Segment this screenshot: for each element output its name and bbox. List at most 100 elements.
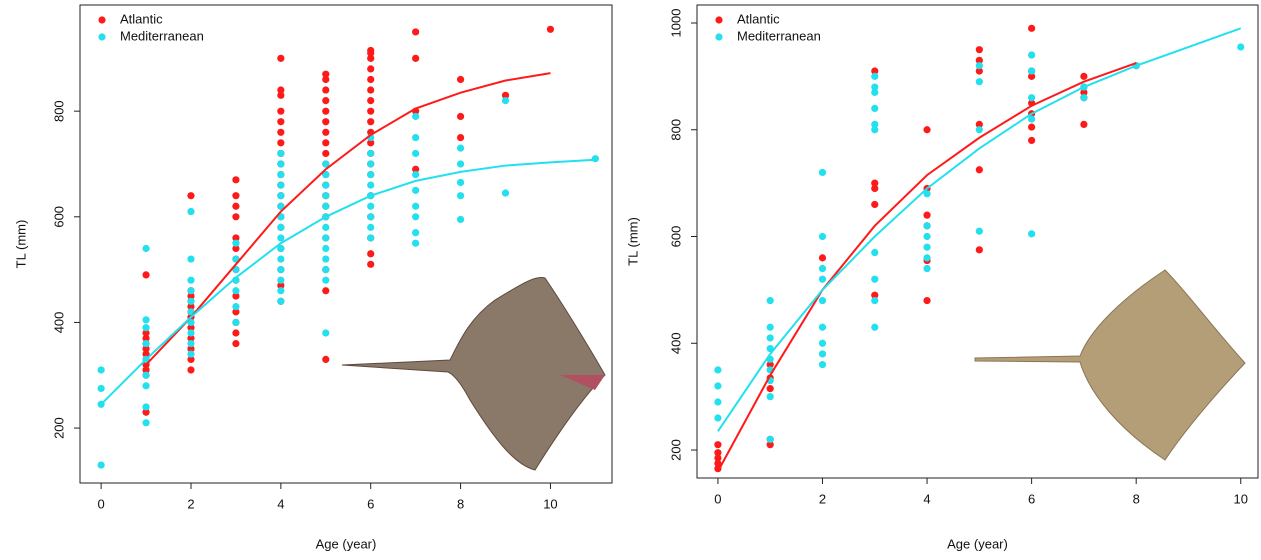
point [232, 329, 239, 336]
point [187, 287, 194, 294]
point [714, 366, 721, 373]
point [322, 266, 329, 273]
point [187, 329, 194, 336]
point [142, 403, 149, 410]
point [98, 385, 105, 392]
y-tick-label: 200 [51, 417, 66, 439]
point [457, 145, 464, 152]
point [976, 46, 983, 53]
point [367, 65, 374, 72]
point [322, 97, 329, 104]
point [819, 169, 826, 176]
point [502, 97, 509, 104]
point [767, 297, 774, 304]
point [367, 118, 374, 125]
ray-right [975, 270, 1245, 460]
x-tick-label: 4 [923, 491, 930, 506]
point [976, 228, 983, 235]
point [277, 287, 284, 294]
point [277, 160, 284, 167]
point [142, 245, 149, 252]
page: 0246810200400600800Age (year)TL (mm)Atla… [0, 0, 1261, 560]
point [976, 246, 983, 253]
point [923, 222, 930, 229]
point [232, 203, 239, 210]
point [277, 139, 284, 146]
point [871, 249, 878, 256]
x-tick-label: 10 [1234, 491, 1248, 506]
point [367, 234, 374, 241]
point [187, 351, 194, 358]
point [923, 244, 930, 251]
point [232, 176, 239, 183]
point [367, 171, 374, 178]
point [923, 212, 930, 219]
point [1028, 230, 1035, 237]
point [923, 233, 930, 240]
point [1080, 121, 1087, 128]
point [412, 229, 419, 236]
point [142, 324, 149, 331]
legend-marker [98, 33, 105, 40]
point [187, 366, 194, 373]
point [412, 134, 419, 141]
point [457, 113, 464, 120]
point [277, 108, 284, 115]
point [367, 97, 374, 104]
point [367, 108, 374, 115]
point [277, 55, 284, 62]
point [871, 121, 878, 128]
point [322, 86, 329, 93]
y-tick-label: 800 [51, 100, 66, 122]
point [819, 324, 826, 331]
y-tick-label: 800 [668, 119, 683, 141]
point [976, 62, 983, 69]
point [412, 213, 419, 220]
point [142, 372, 149, 379]
point [142, 316, 149, 323]
point [819, 276, 826, 283]
point [142, 382, 149, 389]
point [976, 126, 983, 133]
point [277, 192, 284, 199]
point [142, 340, 149, 347]
point [819, 297, 826, 304]
point [976, 78, 983, 85]
point [98, 366, 105, 373]
point [871, 180, 878, 187]
point [819, 233, 826, 240]
point [714, 449, 721, 456]
point [232, 340, 239, 347]
point [367, 47, 374, 54]
point [277, 266, 284, 273]
y-tick-label: 200 [668, 439, 683, 461]
point [277, 118, 284, 125]
point [457, 192, 464, 199]
point [819, 340, 826, 347]
point [457, 76, 464, 83]
y-tick-label: 1000 [668, 9, 683, 38]
point [322, 203, 329, 210]
point [232, 240, 239, 247]
point [767, 324, 774, 331]
legend-label: Atlantic [737, 11, 780, 26]
point [714, 414, 721, 421]
point [412, 55, 419, 62]
point [819, 254, 826, 261]
point [767, 393, 774, 400]
point [187, 277, 194, 284]
point [412, 187, 419, 194]
point [871, 324, 878, 331]
x-tick-label: 6 [1028, 491, 1035, 506]
x-tick-label: 8 [1133, 491, 1140, 506]
point [322, 118, 329, 125]
point [322, 192, 329, 199]
point [1028, 67, 1035, 74]
point [871, 105, 878, 112]
point [871, 276, 878, 283]
legend-label: Mediterranean [737, 28, 821, 43]
x-tick-label: 4 [277, 496, 284, 511]
x-tick-label: 10 [543, 496, 557, 511]
point [1237, 43, 1244, 50]
point [277, 277, 284, 284]
